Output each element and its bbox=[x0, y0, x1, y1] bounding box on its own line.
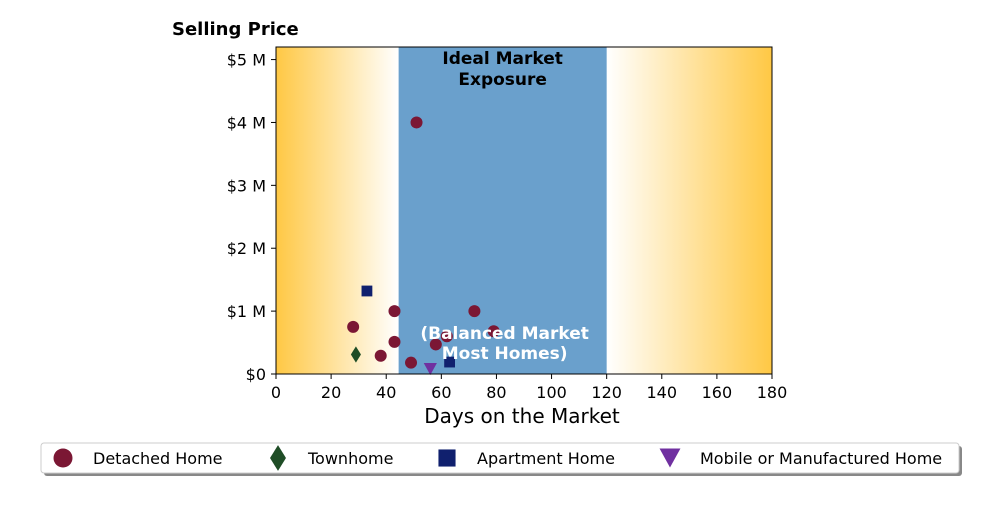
band-subtitle-line-1: (Balanced Market bbox=[420, 324, 589, 344]
x-tick-label: 60 bbox=[431, 383, 451, 402]
data-point-detached-home bbox=[347, 320, 360, 333]
data-points bbox=[347, 116, 500, 375]
y-tick-label: $3 M bbox=[227, 176, 266, 195]
data-point-townhome bbox=[350, 346, 361, 363]
legend-box bbox=[40, 442, 960, 474]
data-point-detached-home bbox=[410, 116, 423, 129]
data-point-detached-home bbox=[487, 325, 500, 338]
data-point-detached-home bbox=[429, 338, 442, 351]
legend-label: Detached Home bbox=[93, 449, 223, 468]
background-gradient-left bbox=[276, 47, 399, 374]
band-subtitle-group: (Balanced Market Most Homes) bbox=[420, 324, 589, 364]
y-axis: $0 $1 M $2 M $3 M $4 M $5 M bbox=[227, 51, 276, 384]
legend-label: Apartment Home bbox=[477, 449, 615, 468]
x-axis-title: Days on the Market bbox=[424, 404, 620, 428]
legend-marker-mobile-or-manufactured-home bbox=[659, 448, 681, 468]
x-tick-label: 100 bbox=[536, 383, 567, 402]
x-tick-label: 40 bbox=[376, 383, 396, 402]
x-axis: 0 20 40 60 80 100 120 140 160 180 bbox=[271, 374, 787, 402]
x-tick-label: 180 bbox=[757, 383, 788, 402]
data-point-detached-home bbox=[388, 305, 401, 318]
data-point-apartment-home bbox=[361, 285, 373, 297]
data-point-apartment-home bbox=[444, 356, 455, 368]
data-point-detached-home bbox=[388, 335, 401, 348]
data-point-detached-home bbox=[468, 305, 481, 318]
plot-background bbox=[276, 47, 772, 374]
y-tick-label: $1 M bbox=[227, 302, 266, 321]
data-point-detached-home bbox=[374, 349, 387, 362]
background-gradient-right bbox=[606, 47, 772, 374]
y-tick-label: $5 M bbox=[227, 51, 266, 70]
y-tick-label: $0 bbox=[246, 365, 266, 384]
legend-label: Mobile or Manufactured Home bbox=[700, 449, 942, 468]
ideal-exposure-band bbox=[398, 47, 607, 374]
x-tick-label: 120 bbox=[591, 383, 622, 402]
legend-label: Townhome bbox=[307, 449, 393, 468]
y-axis-title: Selling Price bbox=[172, 19, 299, 40]
x-tick-label: 20 bbox=[321, 383, 341, 402]
legend-item-detached-home: Detached Home bbox=[53, 448, 223, 468]
x-tick-label: 160 bbox=[702, 383, 733, 402]
data-point-detached-home bbox=[405, 356, 418, 369]
y-tick-label: $4 M bbox=[227, 113, 266, 132]
y-tick-label: $2 M bbox=[227, 239, 266, 258]
data-point-mobile-or-manufactured-home bbox=[423, 362, 437, 375]
x-tick-label: 0 bbox=[271, 383, 281, 402]
data-point-detached-home bbox=[440, 330, 453, 343]
plot-frame bbox=[275, 46, 773, 375]
legend-item-townhome: Townhome bbox=[270, 445, 393, 471]
band-title-line-2: Exposure bbox=[458, 70, 547, 90]
band-subtitle-line-2: Most Homes) bbox=[442, 344, 568, 364]
band-title-line-1: Ideal Market bbox=[442, 49, 563, 69]
x-tick-label: 140 bbox=[647, 383, 678, 402]
legend-item-apartment-home: Apartment Home bbox=[438, 449, 615, 468]
x-tick-label: 80 bbox=[486, 383, 506, 402]
legend-item-mobile-or-manufactured-home: Mobile or Manufactured Home bbox=[659, 448, 942, 468]
legend-marker-apartment-home bbox=[438, 449, 456, 467]
band-title-group: Ideal Market Exposure bbox=[442, 49, 563, 90]
legend-marker-townhome bbox=[270, 445, 286, 471]
legend: Detached Home Townhome Apartment Home Mobil… bbox=[40, 442, 962, 476]
legend-marker-detached-home bbox=[53, 448, 73, 468]
